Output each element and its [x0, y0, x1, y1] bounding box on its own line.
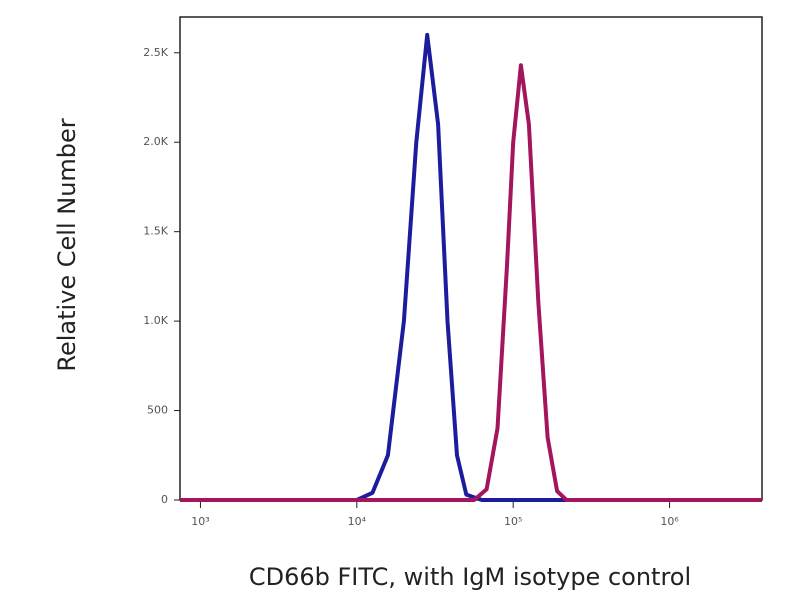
y-tick-label: 0: [161, 493, 168, 506]
histogram-line: [180, 63, 762, 502]
y-tick-label: 500: [147, 404, 168, 417]
x-tick-label: 10³: [191, 515, 209, 528]
y-tick-label: 1.5K: [143, 225, 168, 238]
y-tick-label: 2.5K: [143, 46, 168, 59]
histogram-line: [180, 32, 762, 502]
y-axis-label: Relative Cell Number: [53, 118, 81, 371]
x-tick-label: 10⁵: [504, 515, 522, 528]
x-tick-label: 10⁴: [348, 515, 367, 528]
plot-frame: [179, 16, 763, 501]
y-tick-label: 2.0K: [143, 135, 168, 148]
x-axis-label: CD66b FITC, with IgM isotype control: [249, 563, 691, 591]
y-tick-label: 1.0K: [143, 314, 168, 327]
x-tick-label: 10⁶: [660, 515, 679, 528]
